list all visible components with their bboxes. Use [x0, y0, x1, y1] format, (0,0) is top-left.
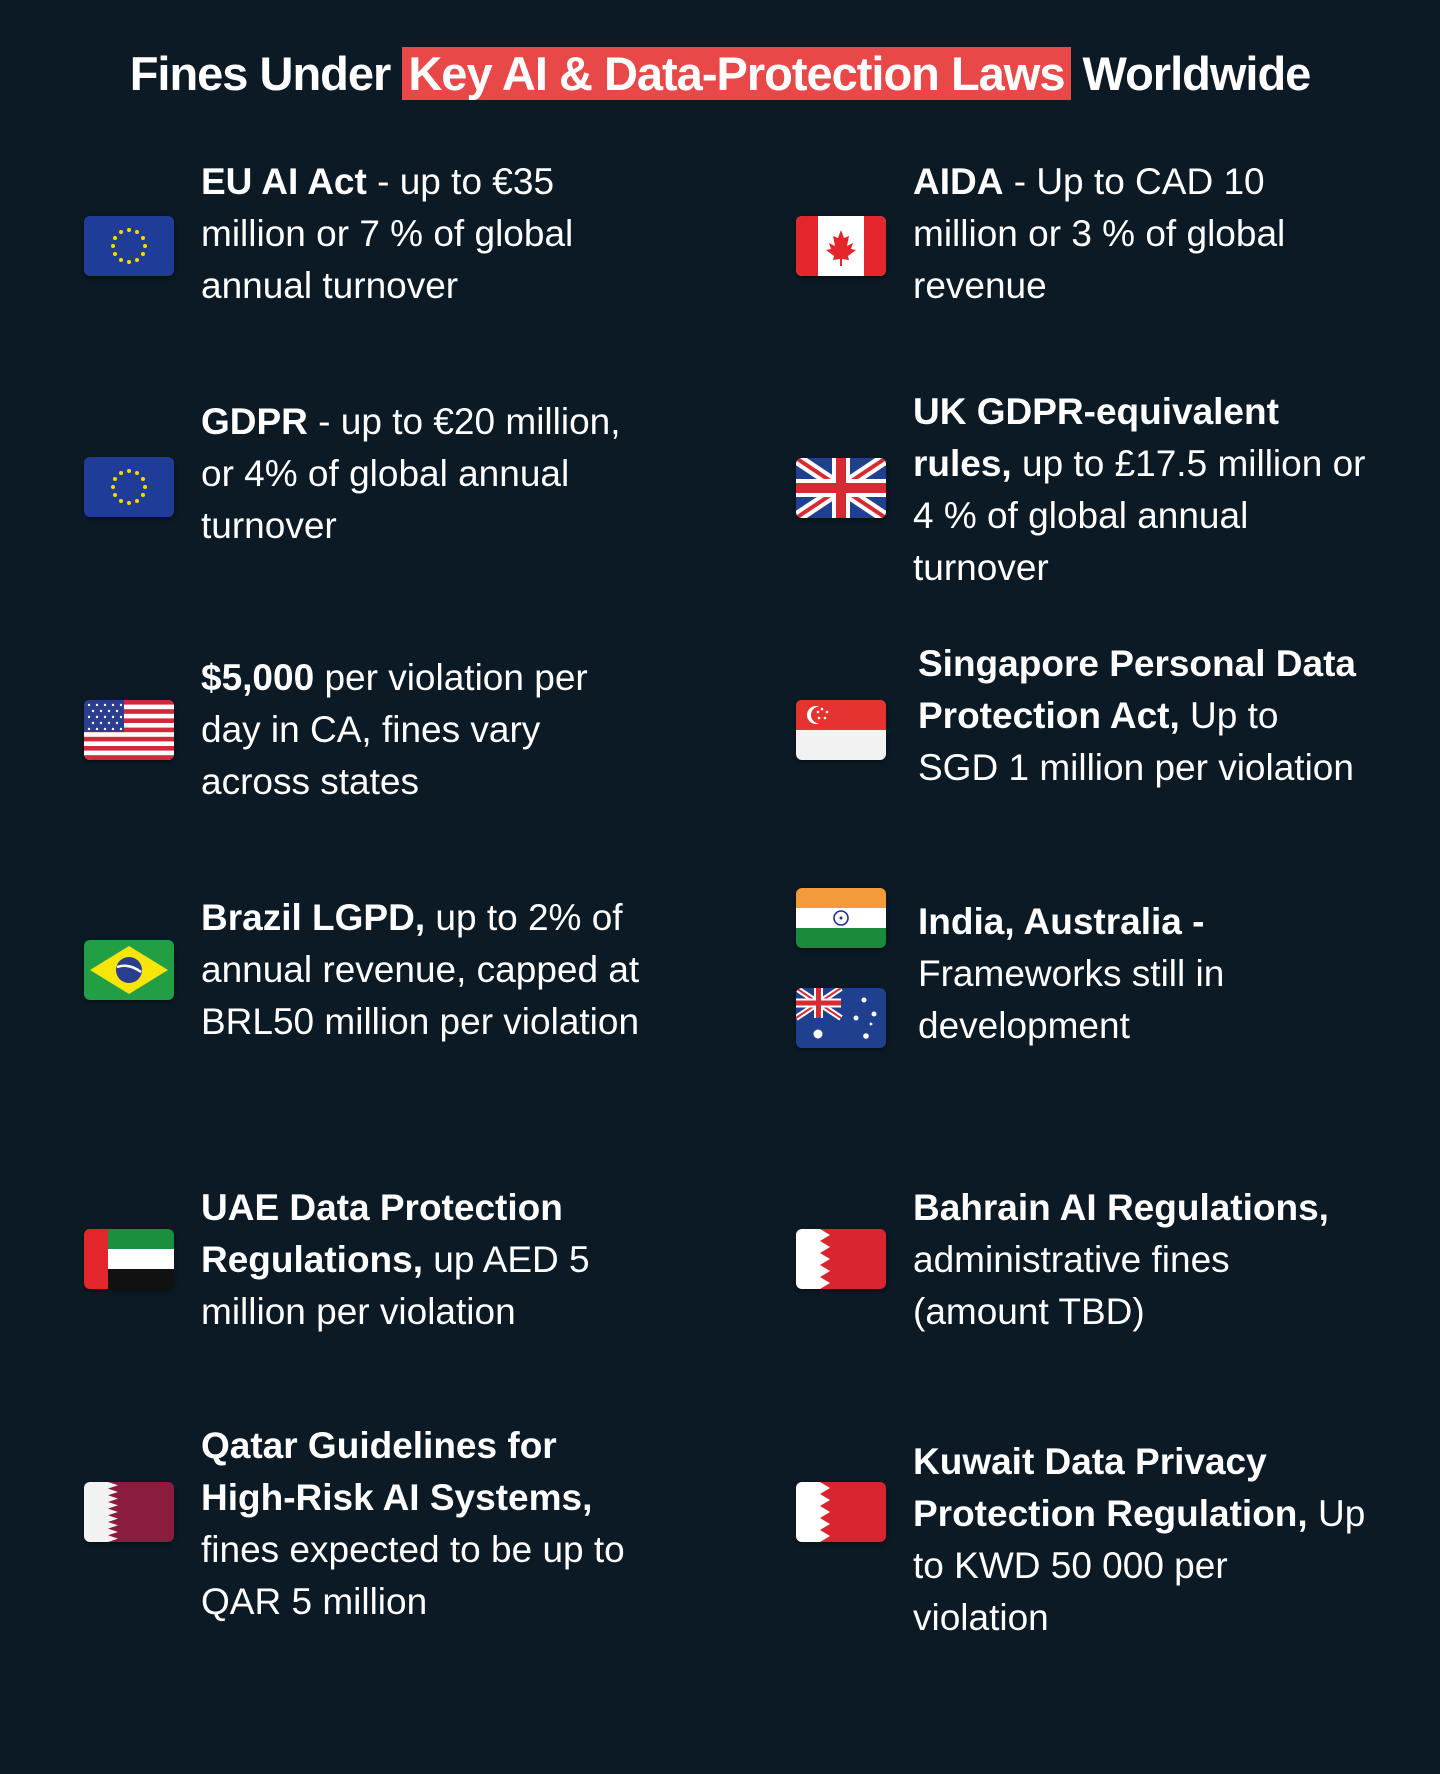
title-before: Fines Under	[129, 47, 403, 100]
entry-description: fines expected to be up to QAR 5 million	[201, 1529, 625, 1622]
uae-flag-icon	[84, 1229, 174, 1289]
singapore-flag-icon	[796, 700, 886, 760]
canada-flag-icon	[796, 216, 886, 276]
entry-title: Singapore Personal Data Protection Act,	[918, 643, 1356, 736]
entry-title: UAE Data Protection Regulations,	[201, 1187, 563, 1280]
page-title: Fines Under Key AI & Data-Protection Law…	[0, 44, 1440, 104]
entry-description: up AED 5 million per violation	[201, 1239, 590, 1332]
entry-description: - up to €35 million or 7 % of global ann…	[201, 161, 574, 306]
entry-description: administrative fines (amount TBD)	[913, 1239, 1230, 1332]
entry-title: India, Australia -	[918, 901, 1205, 942]
entry-description: - Up to CAD 10 million or 3 % of global …	[913, 161, 1286, 306]
qatar-flag-icon	[84, 1482, 174, 1542]
entry-description: per violation per day in CA, fines vary …	[201, 657, 588, 802]
title-after: Worldwide	[1070, 47, 1312, 100]
entry-description: Up to KWD 50 000 per violation	[913, 1493, 1366, 1638]
entry-title: Kuwait Data Privacy Protection Regulatio…	[913, 1441, 1308, 1534]
entry-description: up to 2% of annual revenue, capped at BR…	[201, 897, 640, 1042]
entry-title: EU AI Act	[201, 161, 367, 202]
entry-title: Brazil LGPD,	[201, 897, 426, 938]
eu-flag-icon	[84, 457, 174, 517]
entry-title: $5,000	[201, 657, 315, 698]
india-flag-icon	[796, 888, 886, 948]
entry-description: Frameworks still in development	[918, 953, 1225, 1046]
brazil-flag-icon	[84, 940, 174, 1000]
bahrain-flag-icon	[796, 1229, 886, 1289]
entry-title: Bahrain AI Regulations,	[913, 1187, 1329, 1228]
us-flag-icon	[84, 700, 174, 760]
uk-flag-icon	[796, 458, 886, 518]
entry-description: - up to €20 million, or 4% of global ann…	[201, 401, 621, 546]
entry-title: Qatar Guidelines for High-Risk AI System…	[201, 1425, 593, 1518]
entry-description: up to £17.5 million or 4 % of global ann…	[913, 443, 1366, 588]
entry-title: AIDA	[913, 161, 1004, 202]
entry-description: Up to SGD 1 million per violation	[918, 695, 1354, 788]
title-highlight: Key AI & Data-Protection Laws	[402, 47, 1071, 100]
eu-flag-icon	[84, 216, 174, 276]
entry-title: UK GDPR-equivalent rules,	[913, 391, 1279, 484]
entry-title: GDPR	[201, 401, 308, 442]
australia-flag-icon	[796, 988, 886, 1048]
bahrain-flag-icon	[796, 1482, 886, 1542]
